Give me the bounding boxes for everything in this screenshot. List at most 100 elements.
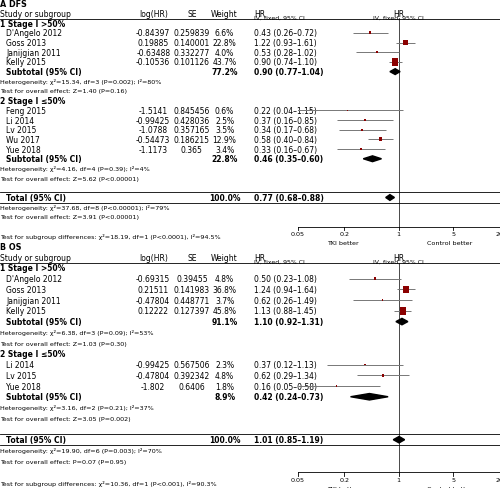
Text: 100.0%: 100.0%	[209, 435, 240, 444]
Text: 1: 1	[396, 477, 401, 482]
Text: Yue 2018: Yue 2018	[6, 382, 40, 391]
Text: 8.9%: 8.9%	[214, 392, 235, 402]
Text: TKI better: TKI better	[327, 240, 359, 245]
Text: Control better: Control better	[426, 240, 472, 245]
Text: 0.6406: 0.6406	[178, 382, 206, 391]
Bar	[374, 278, 376, 280]
Text: 0.37 (0.12–1.13): 0.37 (0.12–1.13)	[254, 360, 317, 369]
Text: Heterogeneity: χ²=37.68, df=8 (P<0.00001); I²=79%: Heterogeneity: χ²=37.68, df=8 (P<0.00001…	[0, 205, 170, 211]
Text: IV, fixed, 95% CI: IV, fixed, 95% CI	[374, 259, 424, 264]
Text: 0.43 (0.26–0.72): 0.43 (0.26–0.72)	[254, 29, 318, 39]
Text: 0.19885: 0.19885	[138, 39, 169, 48]
Text: Lv 2015: Lv 2015	[6, 126, 36, 135]
Text: 0.845456: 0.845456	[174, 106, 210, 116]
Text: HR: HR	[254, 10, 266, 19]
Text: B OS: B OS	[0, 243, 22, 251]
Text: Subtotal (95% CI): Subtotal (95% CI)	[6, 392, 82, 402]
Text: 0.2: 0.2	[340, 477, 349, 482]
Text: 0.332277: 0.332277	[174, 49, 210, 58]
Text: Control better: Control better	[426, 487, 472, 488]
Text: -0.63488: -0.63488	[136, 49, 170, 58]
Text: Subtotal (95% CI): Subtotal (95% CI)	[6, 155, 82, 164]
Polygon shape	[396, 319, 408, 325]
Bar	[400, 307, 406, 315]
Text: Janijgian 2011: Janijgian 2011	[6, 49, 60, 58]
Bar	[360, 149, 362, 151]
Text: -0.84397: -0.84397	[136, 29, 170, 39]
Text: 1.22 (0.93–1.61): 1.22 (0.93–1.61)	[254, 39, 317, 48]
Bar	[362, 129, 363, 131]
Text: log(HR): log(HR)	[139, 10, 168, 19]
Bar	[379, 138, 382, 142]
Text: -0.47804: -0.47804	[136, 296, 170, 305]
Text: 0.77 (0.68–0.88): 0.77 (0.68–0.88)	[254, 194, 324, 203]
Text: 0.428036: 0.428036	[174, 116, 210, 125]
Text: 1 Stage I >50%: 1 Stage I >50%	[0, 20, 65, 29]
Text: 1.01 (0.85–1.19): 1.01 (0.85–1.19)	[254, 435, 324, 444]
Polygon shape	[386, 195, 394, 201]
Text: D'Angelo 2012: D'Angelo 2012	[6, 275, 62, 284]
Bar	[376, 52, 378, 54]
Polygon shape	[364, 157, 382, 163]
Text: Test for overall effect: Z=3.05 (P=0.002): Test for overall effect: Z=3.05 (P=0.002…	[0, 416, 130, 421]
Bar	[369, 32, 372, 35]
Text: Heterogeneity: χ²=15.34, df=3 (P=0.002); I²=80%: Heterogeneity: χ²=15.34, df=3 (P=0.002);…	[0, 79, 162, 85]
Text: 3.5%: 3.5%	[215, 126, 234, 135]
Text: 0.365: 0.365	[181, 145, 203, 154]
Text: D'Angelo 2012: D'Angelo 2012	[6, 29, 62, 39]
Text: -1.802: -1.802	[141, 382, 166, 391]
Text: Janijgian 2011: Janijgian 2011	[6, 296, 60, 305]
Bar	[404, 41, 407, 46]
Text: 0.53 (0.28–1.02): 0.53 (0.28–1.02)	[254, 49, 317, 58]
Text: IV, fixed, 95% CI: IV, fixed, 95% CI	[254, 259, 305, 264]
Text: Subtotal (95% CI): Subtotal (95% CI)	[6, 317, 82, 326]
Text: 0.140001: 0.140001	[174, 39, 210, 48]
Text: 0.90 (0.77–1.04): 0.90 (0.77–1.04)	[254, 68, 324, 77]
Text: 20: 20	[496, 231, 500, 236]
Text: IV, fixed, 95% CI: IV, fixed, 95% CI	[254, 16, 305, 20]
Text: 2 Stage I ≤50%: 2 Stage I ≤50%	[0, 97, 66, 106]
Text: Weight: Weight	[211, 253, 238, 262]
Text: Total (95% CI): Total (95% CI)	[6, 194, 66, 203]
Text: 43.7%: 43.7%	[212, 58, 236, 67]
Text: 0.16 (0.05–0.58): 0.16 (0.05–0.58)	[254, 382, 318, 391]
Text: 0.62 (0.26–1.49): 0.62 (0.26–1.49)	[254, 296, 317, 305]
Polygon shape	[350, 394, 388, 400]
Text: 0.186215: 0.186215	[174, 136, 210, 144]
Text: 4.8%: 4.8%	[215, 275, 234, 284]
Polygon shape	[394, 437, 404, 443]
Text: Goss 2013: Goss 2013	[6, 39, 46, 48]
Text: 20: 20	[496, 477, 500, 482]
Text: 0.62 (0.29–1.34): 0.62 (0.29–1.34)	[254, 371, 317, 380]
Text: Test for overall effect: Z=5.62 (P<0.00001): Test for overall effect: Z=5.62 (P<0.000…	[0, 176, 139, 181]
Text: Heterogeneity: χ²=6.38, df=3 (P=0.09); I²=53%: Heterogeneity: χ²=6.38, df=3 (P=0.09); I…	[0, 329, 154, 336]
Text: Yue 2018: Yue 2018	[6, 145, 40, 154]
Bar	[392, 59, 398, 66]
Text: Heterogeneity: χ²=19.90, df=6 (P=0.003); I²=70%: Heterogeneity: χ²=19.90, df=6 (P=0.003);…	[0, 447, 162, 453]
Text: Subtotal (95% CI): Subtotal (95% CI)	[6, 68, 82, 77]
Text: 0.2: 0.2	[340, 231, 349, 236]
Text: Li 2014: Li 2014	[6, 116, 34, 125]
Text: Wu 2017: Wu 2017	[6, 136, 40, 144]
Text: 0.50 (0.23–1.08): 0.50 (0.23–1.08)	[254, 275, 317, 284]
Text: Weight: Weight	[211, 10, 238, 19]
Text: IV, fixed, 95% CI: IV, fixed, 95% CI	[374, 16, 424, 20]
Bar	[404, 286, 408, 293]
Bar	[347, 111, 348, 112]
Text: 3.4%: 3.4%	[215, 145, 234, 154]
Text: Test for overall effect: Z=1.40 (P=0.16): Test for overall effect: Z=1.40 (P=0.16)	[0, 89, 127, 94]
Text: Lv 2015: Lv 2015	[6, 371, 36, 380]
Text: log(HR): log(HR)	[139, 253, 168, 262]
Text: -1.5141: -1.5141	[138, 106, 168, 116]
Text: -0.69315: -0.69315	[136, 275, 170, 284]
Text: 22.8%: 22.8%	[212, 155, 238, 164]
Text: Heterogeneity: χ²=4.16, df=4 (P=0.39); I²=4%: Heterogeneity: χ²=4.16, df=4 (P=0.39); I…	[0, 166, 150, 172]
Text: Kelly 2015: Kelly 2015	[6, 58, 46, 67]
Text: -0.99425: -0.99425	[136, 116, 170, 125]
Text: -0.47804: -0.47804	[136, 371, 170, 380]
Text: 0.46 (0.35–0.60): 0.46 (0.35–0.60)	[254, 155, 324, 164]
Text: TKI better: TKI better	[327, 487, 359, 488]
Text: 1: 1	[396, 231, 401, 236]
Text: -0.10536: -0.10536	[136, 58, 170, 67]
Bar	[382, 299, 384, 302]
